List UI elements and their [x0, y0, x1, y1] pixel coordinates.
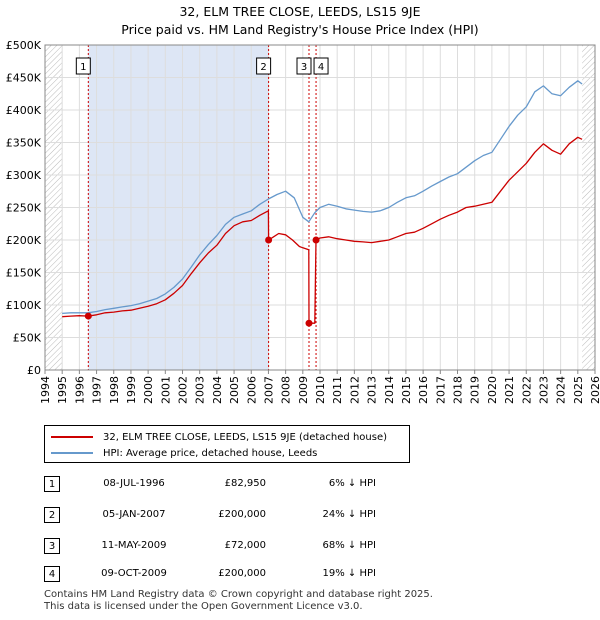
- x-tick-label: 1995: [56, 376, 69, 404]
- x-tick-label: 2004: [211, 376, 224, 404]
- x-tick-label: 2002: [177, 376, 190, 404]
- x-tick-label: 2017: [434, 376, 447, 404]
- transaction-price: £200,000: [218, 509, 266, 520]
- x-tick-label: 2006: [245, 376, 258, 404]
- transaction-date: 05-JAN-2007: [102, 509, 166, 520]
- event-label-box: [313, 57, 329, 75]
- transaction-price: £200,000: [218, 568, 266, 579]
- x-tick-label: 2020: [486, 376, 499, 404]
- chart-title: 32, ELM TREE CLOSE, LEEDS, LS15 9JE: [179, 4, 421, 19]
- x-tick-label: 1994: [39, 376, 52, 404]
- sale-marker: [265, 236, 273, 244]
- transaction-hpi-diff: 6% ↓ HPI: [328, 478, 376, 489]
- transaction-price: £72,000: [224, 540, 266, 551]
- x-tick-label: 2003: [194, 376, 207, 404]
- sale-marker: [84, 312, 92, 320]
- transaction-number-badge: 1: [44, 476, 60, 492]
- y-tick-label: £150K: [6, 267, 42, 280]
- transaction-hpi-diff: 24% ↓ HPI: [322, 509, 376, 520]
- x-tick-label: 2009: [297, 376, 310, 404]
- event-label: 2: [260, 62, 266, 73]
- x-tick-label: 1999: [125, 376, 138, 404]
- footer-licence: This data is licensed under the Open Gov…: [44, 601, 363, 612]
- x-tick-label: 2007: [262, 376, 275, 404]
- x-tick-label: 2005: [228, 376, 241, 404]
- footer-copyright: Contains HM Land Registry data © Crown c…: [44, 589, 433, 600]
- x-tick-label: 2023: [537, 376, 550, 404]
- x-tick-label: 2019: [469, 376, 482, 404]
- event-label: 3: [301, 62, 307, 73]
- transaction-number-badge: 3: [44, 538, 60, 554]
- legend-swatch-price: [51, 436, 93, 438]
- transaction-number-badge: 2: [44, 507, 60, 523]
- chart-legend: 32, ELM TREE CLOSE, LEEDS, LS15 9JE (det…: [44, 425, 410, 463]
- transaction-date: 11-MAY-2009: [101, 540, 167, 551]
- chart-subtitle: Price paid vs. HM Land Registry's House …: [121, 22, 479, 37]
- x-tick-label: 2021: [503, 376, 516, 404]
- x-tick-label: 2018: [452, 376, 465, 404]
- x-tick-label: 2001: [159, 376, 172, 404]
- x-tick-label: 2014: [383, 376, 396, 404]
- y-tick-label: £0: [27, 364, 41, 377]
- price-chart: 1 2 3 4 £0 £50K £100K £150K £200K £250K £300K £350K…: [6, 39, 600, 404]
- y-tick-label: £500K: [6, 39, 42, 52]
- x-tick-label: 2022: [520, 376, 533, 404]
- legend-label-hpi: HPI: Average price, detached house, Leed…: [103, 447, 318, 459]
- y-tick-label: £450K: [6, 72, 42, 85]
- sale-marker: [305, 319, 313, 327]
- event-label-box: [75, 57, 91, 75]
- x-tick-label: 2010: [314, 376, 327, 404]
- x-tick-label: 2024: [555, 376, 568, 404]
- y-tick-label: £100K: [6, 299, 42, 312]
- y-tick-label: £50K: [13, 332, 42, 345]
- legend-item-price: 32, ELM TREE CLOSE, LEEDS, LS15 9JE (det…: [51, 430, 387, 444]
- y-tick-label: £300K: [6, 169, 42, 182]
- transaction-date: 08-JUL-1996: [103, 478, 165, 489]
- event-label-box: [256, 57, 272, 75]
- sale-marker: [312, 236, 320, 244]
- event-label-box: [296, 57, 312, 75]
- x-tick-label: 2016: [417, 376, 430, 404]
- transaction-hpi-diff: 19% ↓ HPI: [322, 568, 376, 579]
- x-tick-label: 2012: [348, 376, 361, 404]
- y-tick-label: £200K: [6, 234, 42, 247]
- x-tick-label: 2000: [142, 376, 155, 404]
- y-tick-label: £350K: [6, 137, 42, 150]
- transaction-price: £82,950: [224, 478, 266, 489]
- x-tick-label: 2025: [572, 376, 585, 404]
- legend-label-price: 32, ELM TREE CLOSE, LEEDS, LS15 9JE (det…: [103, 431, 388, 443]
- hpi-line: [62, 80, 583, 315]
- transaction-number-badge: 4: [44, 566, 60, 582]
- legend-swatch-hpi: [51, 452, 93, 454]
- x-tick-label: 1998: [108, 376, 121, 404]
- transaction-date: 09-OCT-2009: [101, 568, 167, 579]
- event-label: 4: [318, 62, 324, 73]
- x-tick-label: 2013: [366, 376, 379, 404]
- x-tick-label: 1996: [73, 376, 86, 404]
- event-label: 1: [80, 62, 86, 73]
- x-tick-label: 2011: [331, 376, 344, 404]
- x-tick-label: 1997: [91, 376, 104, 404]
- transaction-hpi-diff: 68% ↓ HPI: [322, 540, 376, 551]
- x-tick-label: 2026: [589, 376, 600, 404]
- legend-item-hpi: HPI: Average price, detached house, Leed…: [51, 446, 317, 460]
- y-tick-label: £250K: [6, 202, 42, 215]
- x-tick-label: 2008: [280, 376, 293, 404]
- x-tick-label: 2015: [400, 376, 413, 404]
- y-tick-label: £400K: [6, 104, 42, 117]
